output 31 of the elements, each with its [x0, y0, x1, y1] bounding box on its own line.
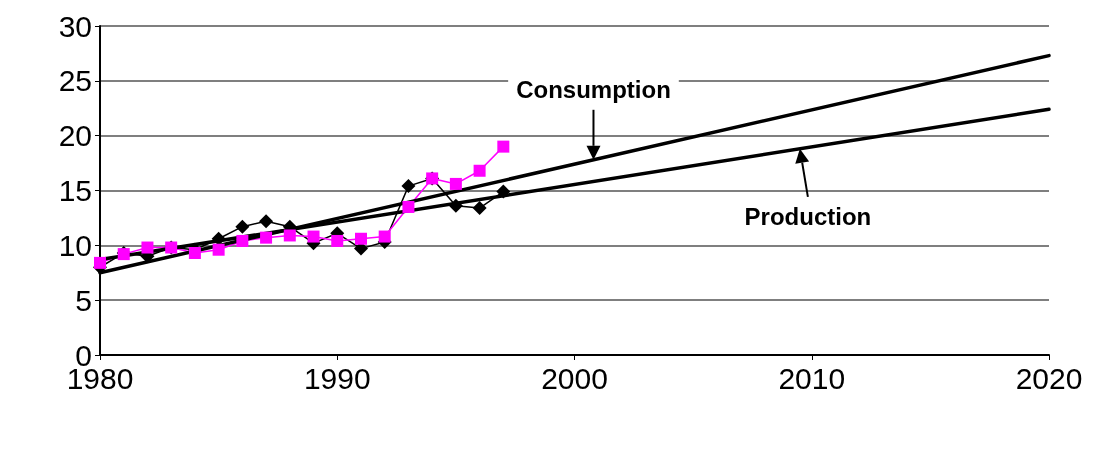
point: [354, 232, 367, 245]
point: [259, 214, 274, 229]
point: [94, 256, 106, 269]
y-tick-label: 15: [58, 174, 92, 207]
point: [260, 231, 273, 244]
point: [401, 179, 416, 194]
y-tick-label: 20: [58, 119, 92, 153]
point: [141, 241, 154, 254]
point: [283, 229, 296, 242]
x-tick-label: 2020: [1015, 361, 1083, 395]
x-tick-label: 2000: [541, 361, 608, 395]
annotation: Production: [744, 203, 872, 231]
point: [236, 234, 249, 247]
x-tick-label: 1990: [303, 361, 371, 395]
x-tick-label: 2010: [778, 361, 846, 395]
point: [402, 200, 415, 213]
point: [235, 219, 250, 234]
annotation: Consumption: [516, 76, 671, 104]
point: [473, 164, 486, 177]
point: [188, 247, 201, 260]
point: [307, 230, 320, 243]
point: [472, 201, 487, 216]
point: [331, 234, 344, 247]
y-tick-label: 10: [58, 228, 92, 262]
point: [212, 243, 225, 256]
y-tick-label: 5: [75, 283, 92, 317]
point: [497, 140, 510, 153]
y-tick-label: 30: [58, 9, 92, 43]
y-tick-label: 25: [58, 64, 92, 98]
point: [378, 230, 391, 243]
point: [449, 177, 462, 190]
